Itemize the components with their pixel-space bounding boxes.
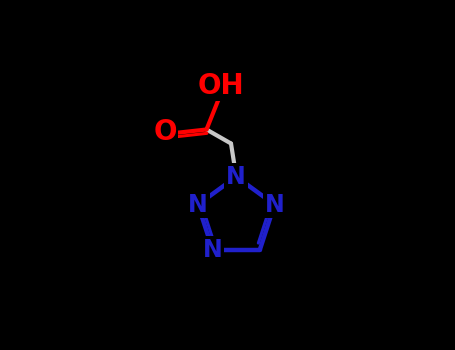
Text: N: N [203,238,222,261]
Text: N: N [227,165,246,189]
Text: N: N [188,193,208,217]
Text: N: N [265,193,284,217]
Text: OH: OH [197,72,244,100]
Text: O: O [153,118,177,146]
